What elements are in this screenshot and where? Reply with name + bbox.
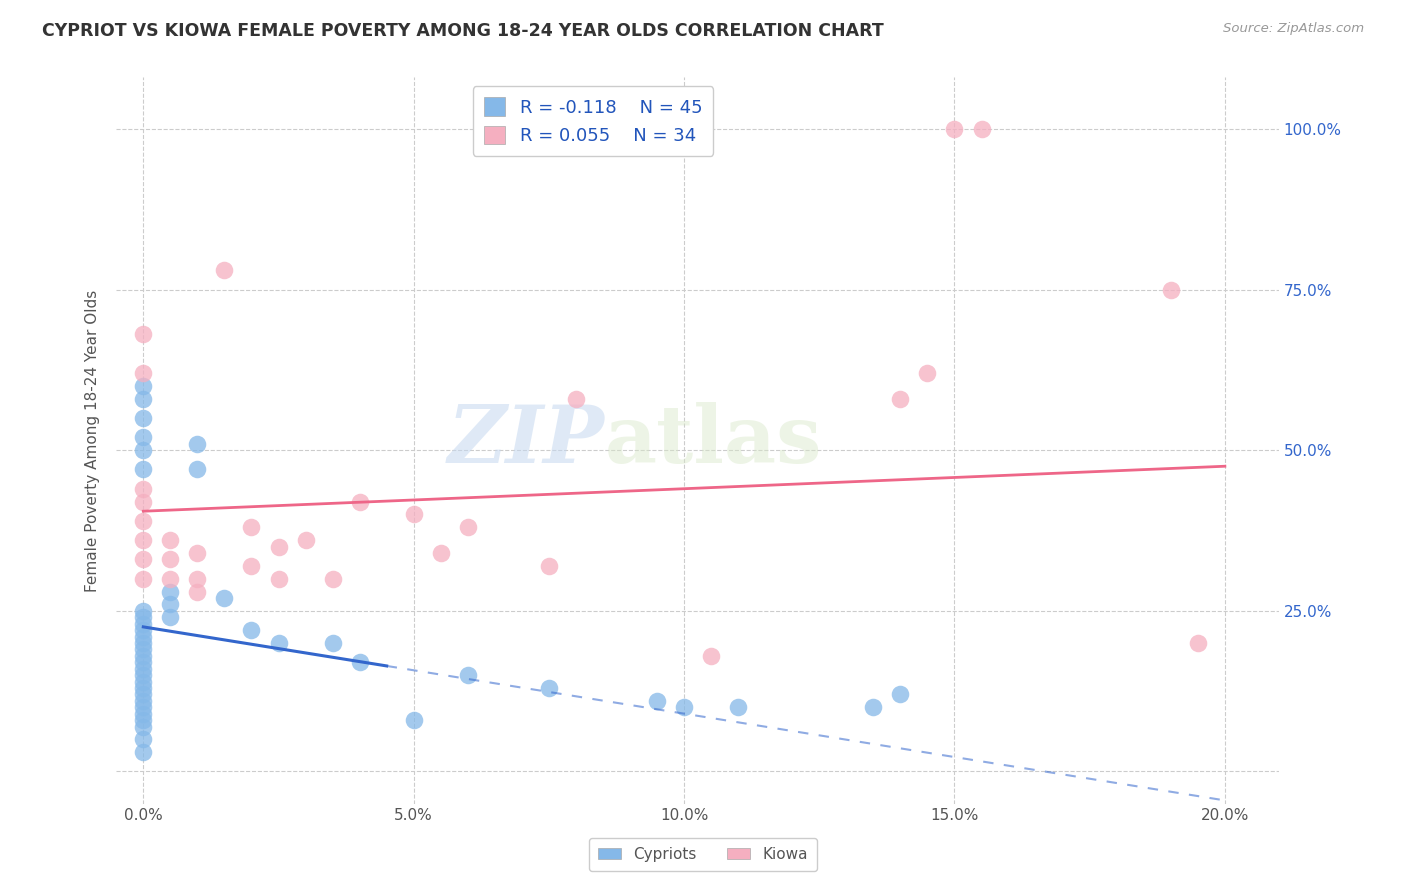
Point: [132, 700, 155, 714]
Point: [132, 482, 155, 496]
Point: [889, 687, 911, 701]
Point: [322, 572, 344, 586]
Text: CYPRIOT VS KIOWA FEMALE POVERTY AMONG 18-24 YEAR OLDS CORRELATION CHART: CYPRIOT VS KIOWA FEMALE POVERTY AMONG 18…: [42, 22, 884, 40]
Point: [294, 533, 316, 548]
Point: [132, 636, 155, 650]
Point: [402, 713, 425, 727]
Point: [132, 327, 155, 342]
Point: [862, 700, 884, 714]
Point: [349, 655, 371, 669]
Point: [132, 533, 155, 548]
Point: [132, 462, 155, 476]
Point: [537, 558, 560, 573]
Point: [267, 572, 290, 586]
Point: [132, 642, 155, 657]
Point: [132, 630, 155, 644]
Point: [214, 263, 236, 277]
Point: [132, 732, 155, 747]
Point: [132, 552, 155, 566]
Point: [132, 623, 155, 637]
Point: [917, 366, 939, 380]
Point: [132, 616, 155, 631]
Point: [186, 546, 208, 560]
Point: [727, 700, 749, 714]
Point: [132, 674, 155, 689]
Point: [132, 662, 155, 676]
Point: [132, 514, 155, 528]
Point: [537, 681, 560, 695]
Point: [132, 379, 155, 393]
Point: [1160, 283, 1182, 297]
Point: [132, 494, 155, 508]
Point: [889, 392, 911, 406]
Point: [132, 604, 155, 618]
Point: [159, 598, 181, 612]
Point: [214, 591, 236, 605]
Point: [322, 636, 344, 650]
Point: [349, 494, 371, 508]
Point: [159, 533, 181, 548]
Point: [132, 706, 155, 721]
Point: [132, 392, 155, 406]
Point: [186, 572, 208, 586]
Point: [267, 636, 290, 650]
Point: [240, 623, 263, 637]
Point: [159, 552, 181, 566]
Point: [565, 392, 588, 406]
Point: [943, 121, 966, 136]
Point: [186, 436, 208, 450]
Point: [132, 572, 155, 586]
Legend: Cypriots, Kiowa: Cypriots, Kiowa: [589, 838, 817, 871]
Point: [132, 694, 155, 708]
Point: [132, 687, 155, 701]
Point: [132, 713, 155, 727]
Point: [1187, 636, 1209, 650]
Point: [700, 648, 723, 663]
Point: [267, 540, 290, 554]
Point: [673, 700, 696, 714]
Point: [132, 366, 155, 380]
Point: [132, 411, 155, 425]
Point: [132, 681, 155, 695]
Point: [132, 655, 155, 669]
Point: [132, 668, 155, 682]
Point: [132, 443, 155, 458]
Point: [429, 546, 451, 560]
Point: [159, 572, 181, 586]
Point: [645, 694, 668, 708]
Point: [159, 610, 181, 624]
Text: ZIP: ZIP: [447, 401, 605, 479]
Point: [402, 508, 425, 522]
Point: [186, 462, 208, 476]
Point: [159, 584, 181, 599]
Point: [132, 430, 155, 444]
Point: [132, 610, 155, 624]
Point: [457, 520, 479, 534]
Point: [186, 584, 208, 599]
Point: [970, 121, 993, 136]
Text: atlas: atlas: [605, 401, 823, 480]
Point: [457, 668, 479, 682]
Y-axis label: Female Poverty Among 18-24 Year Olds: Female Poverty Among 18-24 Year Olds: [86, 289, 100, 591]
Text: Source: ZipAtlas.com: Source: ZipAtlas.com: [1223, 22, 1364, 36]
Legend: R = -0.118    N = 45, R = 0.055    N = 34: R = -0.118 N = 45, R = 0.055 N = 34: [472, 87, 713, 156]
Point: [132, 719, 155, 733]
Point: [132, 745, 155, 759]
Point: [240, 520, 263, 534]
Point: [132, 648, 155, 663]
Point: [240, 558, 263, 573]
